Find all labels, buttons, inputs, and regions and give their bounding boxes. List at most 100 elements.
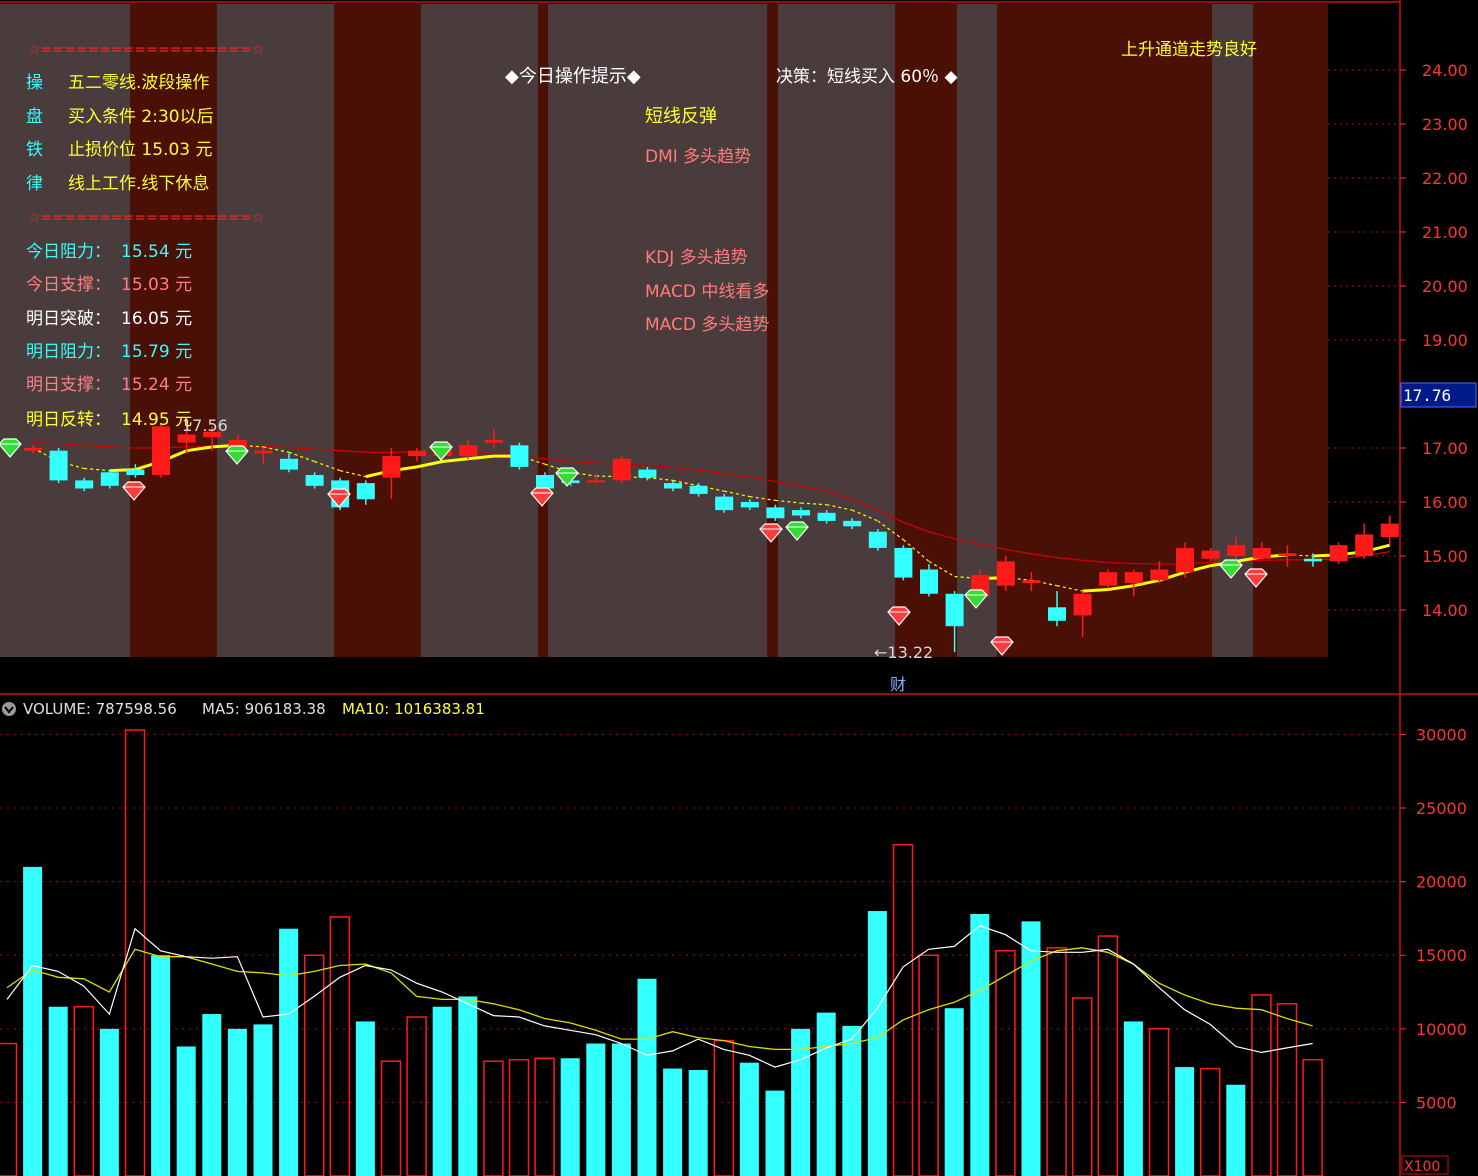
candle [382,448,401,500]
candle-body [75,480,94,489]
volume-bar [1199,1067,1221,1176]
volume-bar [867,911,887,1176]
level-value: 15.79 元 [121,342,192,362]
volume-bar [1071,997,1093,1176]
volume-bar [995,950,1016,1176]
candle-body [996,561,1015,586]
finance-marker: 财 [890,675,906,694]
candle [1048,591,1066,627]
info-rules: 操 五二零线.波段操作 盘 买入条件 2:30以后 铁 止损价位 15.03 元… [26,73,214,194]
ma-short-segment [647,477,674,481]
ma-short-segment [698,485,725,492]
candle-body [1304,558,1322,562]
price-tick-label: 16.00 [1422,493,1468,512]
volume-bar [1123,1021,1143,1176]
buy-diamond-icon [759,523,783,543]
candle [356,480,375,505]
trend-text: 上升通道走势良好 [1121,40,1257,60]
price-background-bands [0,4,1328,657]
candle-body [894,547,913,578]
candle-body [1329,545,1348,562]
candle-body [1278,553,1297,556]
ma-short-segment [58,460,85,470]
signal-text: MACD 多头趋势 [645,315,769,335]
ma-short-segment [237,444,264,448]
rule-key: 铁 [26,140,43,160]
price-tick-label: 24.00 [1422,61,1468,80]
volume-bar [586,1043,606,1176]
candle [1022,572,1041,592]
volume-bar [176,1046,196,1176]
volume-axis: 30000 25000 20000 15000 10000 5000 [1400,725,1467,1112]
candle [920,564,938,597]
collapse-icon[interactable] [2,702,16,716]
volume-bar [892,844,914,1176]
buy-diamond-icon [990,636,1014,656]
volume-bar [0,1042,18,1176]
volume-tick-label: 5000 [1416,1093,1457,1112]
candle-body [126,469,145,475]
ma-short-segment [851,509,879,522]
candle-body [1099,572,1118,586]
buy-diamond-icon [530,487,554,507]
volume-ma5-line [6,925,1313,1068]
ma-short-segment [1005,577,1032,581]
candle-body [203,431,222,438]
volume-bar [713,1039,735,1176]
volume-bar [1251,994,1272,1176]
signal-text: KDJ 多头趋势 [645,248,748,268]
ma-short-segment [749,496,776,501]
price-tick-label: 23.00 [1422,115,1468,134]
price-tick-label: 17.00 [1422,439,1468,458]
candle-body [612,458,631,481]
volume-tick-label: 25000 [1416,799,1467,818]
candle [24,445,42,454]
level-value: 16.05 元 [121,309,192,329]
candle [459,439,478,459]
candle [1073,591,1092,637]
level-label: 明日反转： [26,410,111,430]
volume-bar [253,1024,273,1176]
price-tick-label: 19.00 [1422,331,1468,350]
candle-body [1176,547,1194,573]
ma-short-segment [468,454,494,461]
candle-body [356,483,375,500]
candle [945,591,964,653]
candle-body [49,450,68,481]
ma-short-segment [596,475,622,478]
volume-bar [1021,921,1041,1176]
volume-bar [73,1005,95,1176]
volume-bar [970,913,990,1176]
signal-text: DMI 多头趋势 [645,147,751,167]
level-value: 15.24 元 [121,375,192,395]
candle-body [1022,580,1041,583]
volume-bar [1148,1028,1170,1176]
candle [152,423,170,478]
vol-ma10-line [6,947,1313,1051]
volume-bar [611,1043,631,1176]
candle-body [1380,523,1399,538]
candle [843,518,862,529]
ma-short-segment [340,470,366,478]
candle [203,426,222,451]
price-levels: 今日阻力： 15.54 元 今日支撑： 15.03 元 明日突破： 16.05 … [26,242,192,430]
rule-text: 线上工作.线下休息 [68,174,209,194]
chevron-down-icon [4,706,14,714]
band-dark [538,4,548,657]
volume-bar [124,729,146,1176]
volume-bar [1276,1003,1298,1176]
candle-body [382,456,401,478]
ma-short-segment [621,476,648,479]
sell-diamond-icon [555,467,579,487]
candle [1304,553,1322,567]
sell-diamond-icon [0,438,22,458]
volume-bar [791,1028,811,1176]
ma-short-segment [826,504,853,511]
candle [1201,547,1220,562]
ma-short-segment [877,520,904,541]
price-tick-label: 14.00 [1422,601,1468,620]
volume-bar [918,954,939,1176]
info-block: ☆==================☆ 操 五二零线.波段操作 盘 买入条件 … [26,42,264,430]
